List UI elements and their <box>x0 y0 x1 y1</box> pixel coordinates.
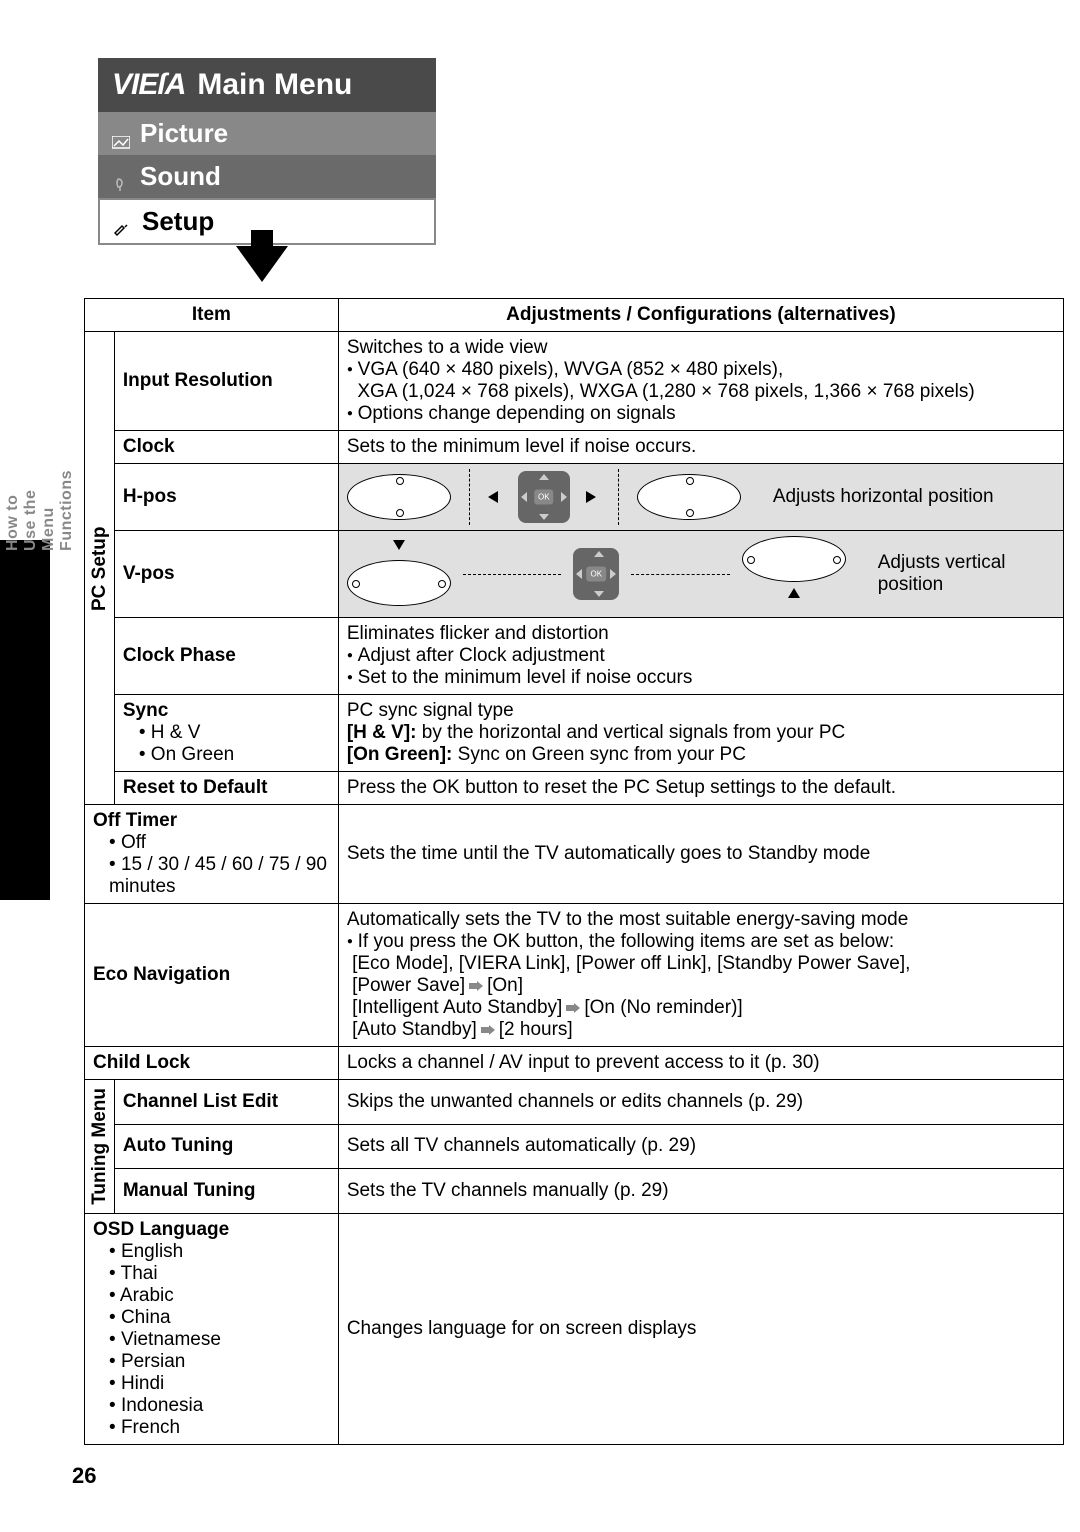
table-row: PC Setup Input Resolution Switches to a … <box>85 332 1064 431</box>
left-arrow-icon <box>488 487 506 507</box>
desc-sync: PC sync signal type [H & V]: by the hori… <box>338 695 1063 772</box>
arrow-right-icon <box>481 1025 495 1035</box>
sound-icon <box>112 169 130 185</box>
item-hpos: H-pos <box>114 464 338 531</box>
menu-item-label: Sound <box>140 161 221 192</box>
desc-osd-language: Changes language for on screen displays <box>338 1213 1063 1444</box>
item-off-timer: Off Timer Off 15 / 30 / 45 / 60 / 75 / 9… <box>85 805 339 904</box>
menu-item-label: Setup <box>142 206 214 237</box>
table-row: Tuning Menu Channel List Edit Skips the … <box>85 1080 1064 1125</box>
desc-reset: Press the OK button to reset the PC Setu… <box>338 772 1063 805</box>
dash-line <box>618 469 619 525</box>
item-auto-tuning: Auto Tuning <box>114 1124 338 1169</box>
item-clock: Clock <box>114 431 338 464</box>
item-input-resolution: Input Resolution <box>114 332 338 431</box>
down-arrow-icon <box>236 246 288 282</box>
table-row: Clock Phase Eliminates flicker and disto… <box>85 618 1064 695</box>
desc-child-lock: Locks a channel / AV input to prevent ac… <box>338 1047 1063 1080</box>
arrow-right-icon <box>469 981 483 991</box>
desc-eco: Automatically sets the TV to the most su… <box>338 904 1063 1047</box>
menu-item-picture[interactable]: Picture <box>98 112 436 155</box>
menu-item-sound[interactable]: Sound <box>98 155 436 198</box>
table-row: Off Timer Off 15 / 30 / 45 / 60 / 75 / 9… <box>85 805 1064 904</box>
up-arrow-icon <box>784 588 804 606</box>
dpad-icon <box>518 471 570 523</box>
vpos-oval-right <box>742 536 846 582</box>
hpos-oval-left <box>347 474 451 520</box>
dash-line-h <box>463 574 561 575</box>
table-header-row: Item Adjustments / Configurations (alter… <box>85 299 1064 332</box>
dash-line-h <box>631 574 729 575</box>
menu-item-label: Picture <box>140 118 228 149</box>
picture-icon <box>112 126 130 142</box>
main-menu-box: VIEſA Main Menu Picture Sound Setup <box>98 58 436 245</box>
table-row: Sync H & V On Green PC sync signal type … <box>85 695 1064 772</box>
table-row: V-pos Adjusts vertical position <box>85 531 1064 618</box>
table-row: Auto Tuning Sets all TV channels automat… <box>85 1124 1064 1169</box>
group-label-pc-setup: PC Setup <box>85 332 115 805</box>
vpos-oval-left <box>347 560 451 606</box>
dash-line <box>469 469 470 525</box>
table-row: Clock Sets to the minimum level if noise… <box>85 431 1064 464</box>
sidebar-black-tab <box>0 540 50 900</box>
item-sync: Sync H & V On Green <box>114 695 338 772</box>
menu-title-row: VIEſA Main Menu <box>98 58 436 112</box>
desc-input-resolution: Switches to a wide view VGA (640 × 480 p… <box>338 332 1063 431</box>
dpad-icon <box>573 548 619 600</box>
down-arrow-icon <box>389 536 409 554</box>
item-manual-tuning: Manual Tuning <box>114 1169 338 1214</box>
desc-vpos: Adjusts vertical position <box>338 531 1063 618</box>
desc-clock: Sets to the minimum level if noise occur… <box>338 431 1063 464</box>
table-row: Child Lock Locks a channel / AV input to… <box>85 1047 1064 1080</box>
brand-logo: VIEſA <box>112 68 185 102</box>
desc-channel-list: Skips the unwanted channels or edits cha… <box>338 1080 1063 1125</box>
desc-hpos: Adjusts horizontal position <box>338 464 1063 531</box>
item-osd-language: OSD Language English Thai Arabic China V… <box>85 1213 339 1444</box>
item-reset: Reset to Default <box>114 772 338 805</box>
table-row: Reset to Default Press the OK button to … <box>85 772 1064 805</box>
header-item: Item <box>85 299 339 332</box>
item-clock-phase: Clock Phase <box>114 618 338 695</box>
hpos-desc-text: Adjusts horizontal position <box>773 486 994 508</box>
menu-title-text: Main Menu <box>197 68 352 102</box>
arrow-right-icon <box>566 1003 580 1013</box>
table-row: OSD Language English Thai Arabic China V… <box>85 1213 1064 1444</box>
item-eco: Eco Navigation <box>85 904 339 1047</box>
table-row: Manual Tuning Sets the TV channels manua… <box>85 1169 1064 1214</box>
desc-clock-phase: Eliminates flicker and distortion Adjust… <box>338 618 1063 695</box>
desc-auto-tuning: Sets all TV channels automatically (p. 2… <box>338 1124 1063 1169</box>
item-child-lock: Child Lock <box>85 1047 339 1080</box>
header-adjustments: Adjustments / Configurations (alternativ… <box>338 299 1063 332</box>
desc-manual-tuning: Sets the TV channels manually (p. 29) <box>338 1169 1063 1214</box>
page-number: 26 <box>72 1463 1064 1489</box>
item-vpos: V-pos <box>114 531 338 618</box>
desc-off-timer: Sets the time until the TV automatically… <box>338 805 1063 904</box>
right-arrow-icon <box>582 487 600 507</box>
hpos-oval-right <box>637 474 741 520</box>
setup-icon <box>114 214 132 230</box>
sidebar-section-label: How to Use the Menu Functions <box>4 470 76 551</box>
vpos-desc-text: Adjusts vertical position <box>878 552 1055 596</box>
settings-table: Item Adjustments / Configurations (alter… <box>84 298 1064 1489</box>
table-row: Eco Navigation Automatically sets the TV… <box>85 904 1064 1047</box>
table-row: H-pos Adjusts horizontal position <box>85 464 1064 531</box>
group-label-tuning: Tuning Menu <box>85 1080 115 1214</box>
item-channel-list: Channel List Edit <box>114 1080 338 1125</box>
